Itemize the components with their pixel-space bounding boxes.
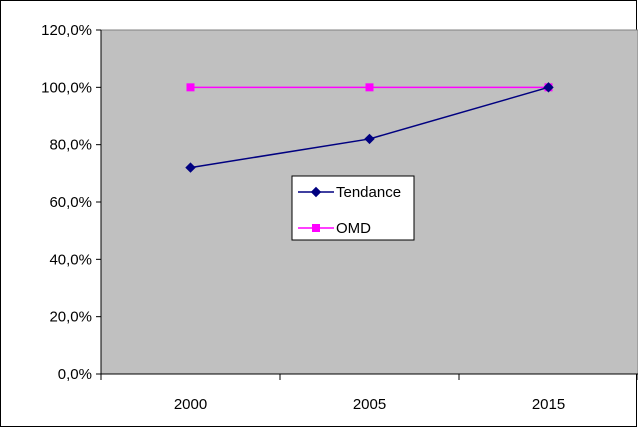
data-point-tendance: [543, 82, 554, 93]
x-tick-label: 2005: [353, 396, 386, 413]
y-tick-label: 20,0%: [49, 309, 92, 326]
legend-swatch-marker-tendance: [310, 186, 322, 198]
data-point-omd: [186, 83, 195, 92]
legend-swatch-marker-omd: [312, 224, 320, 232]
x-tick-label: 2015: [532, 396, 565, 413]
data-point-tendance: [364, 133, 375, 145]
y-tick-label: 80,0%: [49, 137, 92, 154]
series-omd: [186, 83, 553, 92]
y-tick-label: 100,0%: [41, 79, 92, 96]
y-tick-label: 40,0%: [49, 251, 92, 268]
y-tick-label: 120,0%: [41, 22, 92, 39]
data-point-tendance: [185, 162, 196, 173]
legend: Tendance OMD: [291, 175, 415, 241]
series-layer: [185, 82, 554, 173]
legend-label-tendance: Tendance: [336, 184, 401, 201]
data-point-omd: [365, 83, 374, 92]
series-tendance: [185, 82, 554, 173]
x-tick-label: 2000: [174, 396, 207, 413]
legend-label-omd: OMD: [336, 220, 371, 237]
y-axis: 0,0% 20,0% 40,0% 60,0% 80,0% 100,0% 120,0%: [41, 22, 102, 383]
y-tick-label: 60,0%: [49, 194, 92, 211]
y-tick-label: 0,0%: [58, 366, 92, 383]
x-axis: 2000 2005 2015: [100, 373, 638, 413]
